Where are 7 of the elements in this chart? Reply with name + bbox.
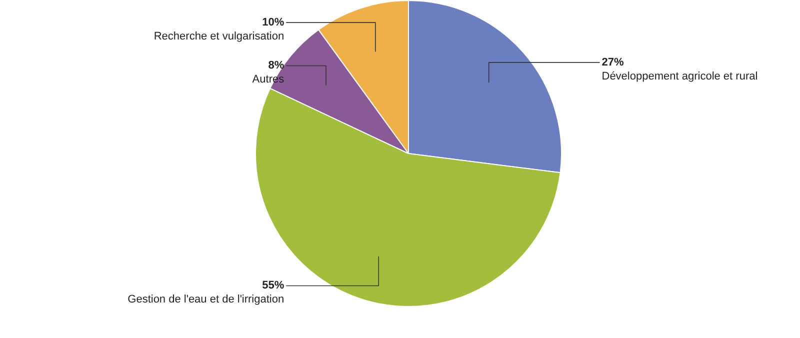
data-label: 8% xyxy=(268,60,284,72)
slice-label: Gestion de l'eau et de l'irrigation xyxy=(128,294,284,306)
data-label: 27% xyxy=(602,56,624,68)
data-label: 55% xyxy=(262,280,284,292)
slice-label: Recherche et vulgarisation xyxy=(154,30,284,43)
data-label: 10% xyxy=(262,16,284,29)
slice-label: Développement agricole et rural xyxy=(602,70,758,82)
